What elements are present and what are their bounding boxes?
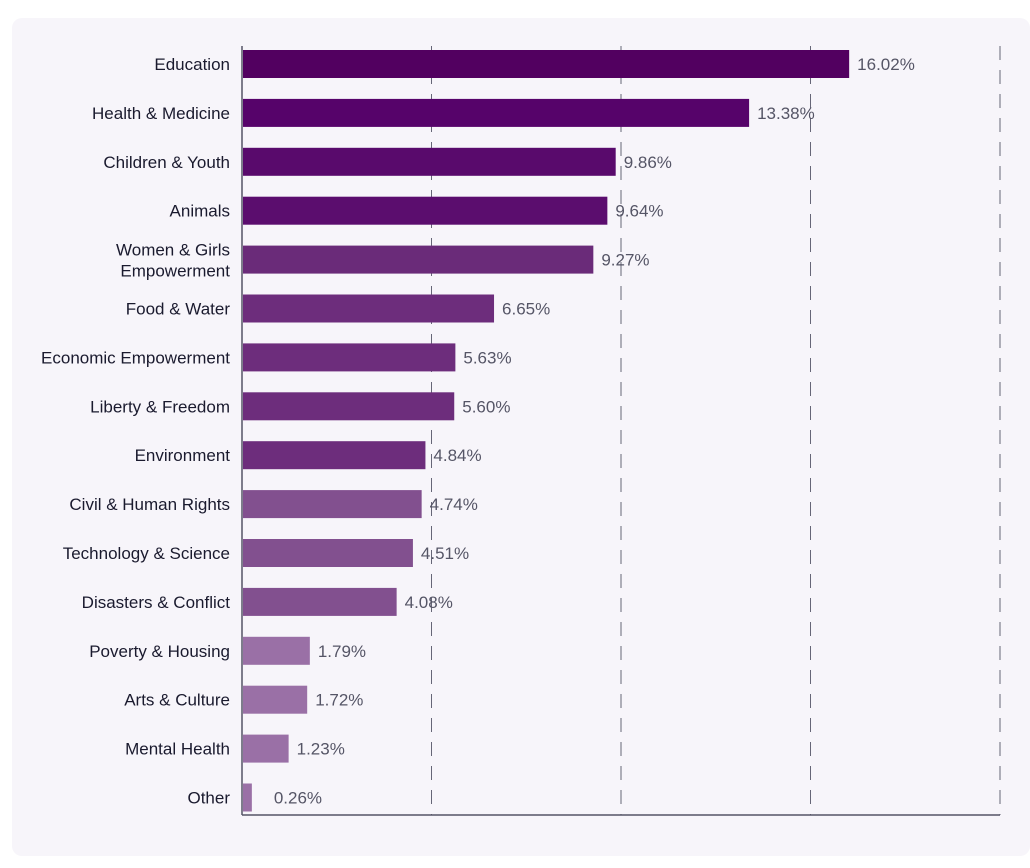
category-label: Children & Youth [103, 153, 230, 172]
value-label: 4.51% [421, 544, 469, 563]
value-label: 4.84% [433, 446, 481, 465]
bar [243, 147, 616, 176]
bar [243, 539, 413, 567]
value-label: 6.65% [502, 300, 550, 319]
category-label: Poverty & Housing [89, 642, 230, 661]
category-label: Civil & Human Rights [69, 495, 230, 514]
bar [243, 734, 289, 763]
value-label: 1.23% [297, 740, 345, 759]
bar [243, 783, 252, 812]
bar [243, 392, 455, 421]
category-label: Liberty & Freedom [90, 397, 230, 416]
bar [243, 50, 850, 78]
value-label: 16.02% [857, 55, 915, 74]
category-label: Arts & Culture [124, 691, 230, 710]
bar [243, 245, 594, 274]
value-label: 1.72% [315, 691, 363, 710]
category-label: Animals [170, 202, 230, 221]
category-label: Disasters & Conflict [82, 593, 231, 612]
category-label: Economic Empowerment [41, 348, 230, 367]
bar [243, 343, 456, 372]
value-label: 5.60% [462, 397, 510, 416]
bar [243, 636, 310, 665]
bar [243, 490, 422, 519]
value-label: 4.74% [430, 495, 478, 514]
category-label: Environment [135, 446, 231, 465]
bar [243, 98, 750, 127]
category-label: Other [187, 789, 230, 808]
value-label: 9.27% [601, 251, 649, 270]
bar [243, 587, 397, 616]
value-label: 5.63% [463, 348, 511, 367]
bar [243, 294, 495, 323]
bar [243, 196, 608, 225]
category-label: Technology & Science [63, 544, 230, 563]
category-label: Mental Health [125, 740, 230, 759]
value-label: 9.86% [624, 153, 672, 172]
category-label: Women & Girls Empowerment [116, 241, 230, 281]
value-label: 9.64% [615, 202, 663, 221]
category-label: Education [154, 55, 230, 74]
value-label: 4.08% [405, 593, 453, 612]
bar [243, 685, 308, 714]
bar [243, 441, 426, 470]
category-label: Health & Medicine [92, 104, 230, 123]
value-label: 1.79% [318, 642, 366, 661]
category-label: Food & Water [126, 300, 231, 319]
value-label: 0.26% [274, 789, 322, 808]
value-label: 13.38% [757, 104, 815, 123]
